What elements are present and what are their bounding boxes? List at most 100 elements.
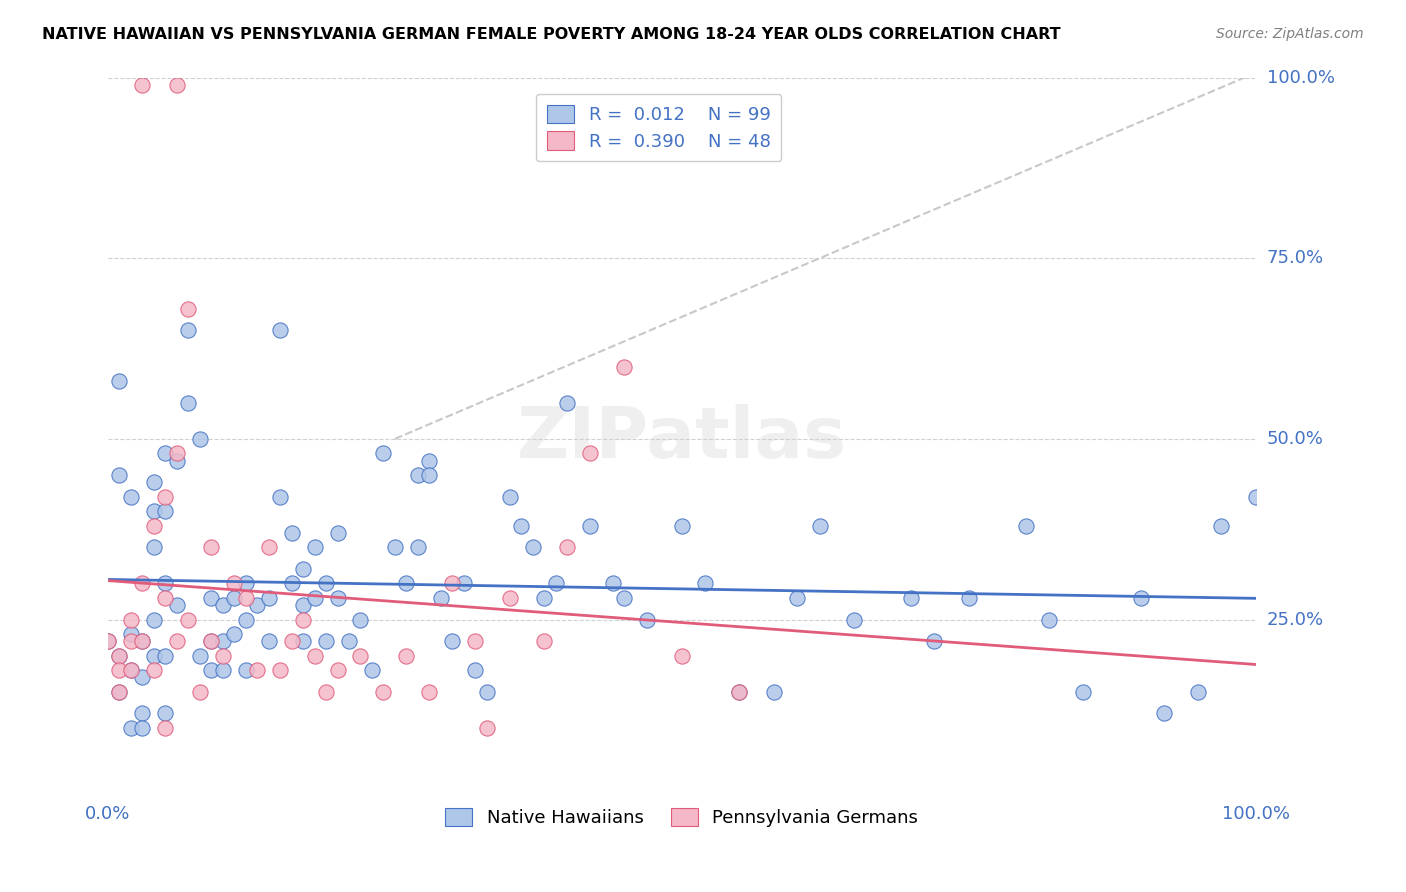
Point bbox=[900, 591, 922, 605]
Text: 50.0%: 50.0% bbox=[1267, 430, 1323, 448]
Point bbox=[1038, 613, 1060, 627]
Point bbox=[1187, 685, 1209, 699]
Point bbox=[235, 663, 257, 677]
Point bbox=[269, 663, 291, 677]
Point bbox=[211, 663, 233, 677]
Point bbox=[453, 576, 475, 591]
Point bbox=[235, 613, 257, 627]
Point bbox=[131, 721, 153, 735]
Point bbox=[1073, 685, 1095, 699]
Point bbox=[304, 648, 326, 663]
Point bbox=[808, 518, 831, 533]
Point bbox=[166, 78, 188, 92]
Point bbox=[395, 576, 418, 591]
Point bbox=[292, 634, 315, 648]
Point bbox=[280, 576, 302, 591]
Point bbox=[200, 541, 222, 555]
Point bbox=[177, 613, 200, 627]
Point bbox=[533, 591, 555, 605]
Point bbox=[349, 648, 371, 663]
Point bbox=[108, 685, 131, 699]
Point bbox=[120, 663, 142, 677]
Legend: Native Hawaiians, Pennsylvania Germans: Native Hawaiians, Pennsylvania Germans bbox=[439, 801, 925, 835]
Point bbox=[235, 576, 257, 591]
Text: 100.0%: 100.0% bbox=[1267, 69, 1334, 87]
Point bbox=[579, 446, 602, 460]
Point bbox=[498, 591, 520, 605]
Point bbox=[131, 634, 153, 648]
Text: NATIVE HAWAIIAN VS PENNSYLVANIA GERMAN FEMALE POVERTY AMONG 18-24 YEAR OLDS CORR: NATIVE HAWAIIAN VS PENNSYLVANIA GERMAN F… bbox=[42, 27, 1060, 42]
Point bbox=[257, 634, 280, 648]
Point bbox=[406, 468, 429, 483]
Point bbox=[131, 576, 153, 591]
Point bbox=[246, 598, 269, 612]
Point bbox=[155, 504, 177, 518]
Point bbox=[200, 634, 222, 648]
Point bbox=[200, 634, 222, 648]
Point bbox=[142, 613, 165, 627]
Point bbox=[120, 627, 142, 641]
Point bbox=[304, 591, 326, 605]
Point bbox=[924, 634, 946, 648]
Point bbox=[155, 446, 177, 460]
Point bbox=[1244, 490, 1267, 504]
Point bbox=[108, 663, 131, 677]
Point bbox=[349, 613, 371, 627]
Point bbox=[108, 648, 131, 663]
Point bbox=[224, 627, 246, 641]
Point bbox=[762, 685, 785, 699]
Point bbox=[246, 663, 269, 677]
Point bbox=[235, 591, 257, 605]
Point bbox=[120, 490, 142, 504]
Point bbox=[373, 446, 395, 460]
Point bbox=[142, 475, 165, 490]
Point bbox=[108, 648, 131, 663]
Point bbox=[108, 685, 131, 699]
Point bbox=[155, 591, 177, 605]
Text: 25.0%: 25.0% bbox=[1267, 610, 1324, 629]
Point bbox=[257, 591, 280, 605]
Point bbox=[142, 504, 165, 518]
Point bbox=[131, 706, 153, 721]
Text: Source: ZipAtlas.com: Source: ZipAtlas.com bbox=[1216, 27, 1364, 41]
Point bbox=[142, 541, 165, 555]
Point bbox=[418, 685, 440, 699]
Text: 75.0%: 75.0% bbox=[1267, 249, 1324, 268]
Point bbox=[555, 395, 578, 409]
Point bbox=[522, 541, 544, 555]
Point bbox=[1015, 518, 1038, 533]
Point bbox=[361, 663, 384, 677]
Point bbox=[108, 468, 131, 483]
Point bbox=[97, 634, 120, 648]
Point bbox=[177, 323, 200, 337]
Point bbox=[693, 576, 716, 591]
Point bbox=[211, 598, 233, 612]
Point bbox=[120, 613, 142, 627]
Point bbox=[166, 634, 188, 648]
Point bbox=[97, 634, 120, 648]
Point bbox=[326, 591, 349, 605]
Point bbox=[957, 591, 980, 605]
Point bbox=[188, 685, 211, 699]
Point bbox=[315, 685, 337, 699]
Point bbox=[108, 374, 131, 388]
Point bbox=[315, 634, 337, 648]
Point bbox=[418, 468, 440, 483]
Point bbox=[177, 395, 200, 409]
Point bbox=[142, 663, 165, 677]
Point bbox=[555, 541, 578, 555]
Point bbox=[211, 648, 233, 663]
Point bbox=[1211, 518, 1233, 533]
Point bbox=[188, 648, 211, 663]
Point bbox=[269, 490, 291, 504]
Point bbox=[155, 706, 177, 721]
Point bbox=[177, 301, 200, 316]
Point bbox=[326, 525, 349, 540]
Point bbox=[786, 591, 808, 605]
Point bbox=[1129, 591, 1152, 605]
Point bbox=[155, 648, 177, 663]
Point bbox=[384, 541, 406, 555]
Point bbox=[155, 490, 177, 504]
Point bbox=[1153, 706, 1175, 721]
Point bbox=[142, 648, 165, 663]
